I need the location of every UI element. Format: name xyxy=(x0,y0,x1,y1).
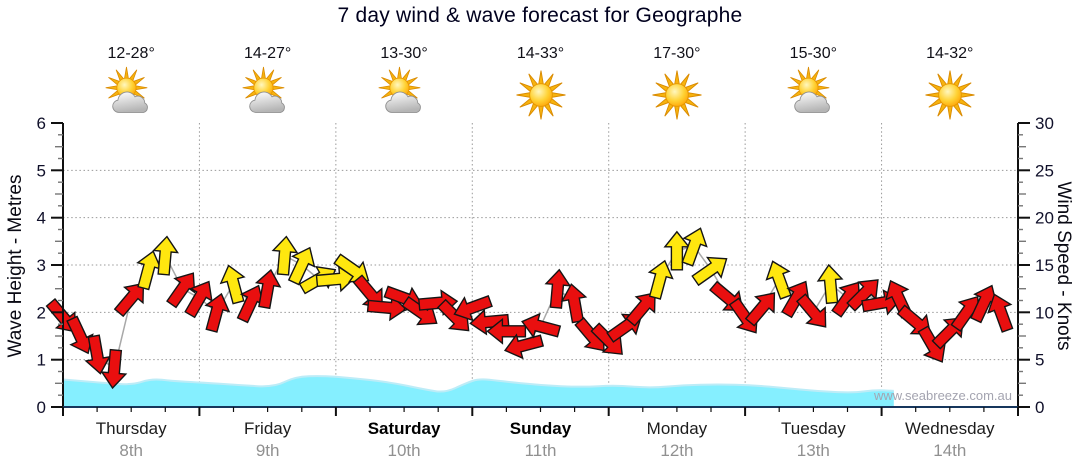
weather-icon-box-tuesday xyxy=(784,66,842,124)
weather-icon-box-wednesday xyxy=(921,66,979,124)
left-tick-label: 1 xyxy=(37,351,46,370)
temp-range-thursday: 12-28° xyxy=(107,45,155,62)
temp-range-wednesday: 14-32° xyxy=(926,45,974,62)
day-date-sunday: 11th xyxy=(524,441,557,460)
wind-arrow xyxy=(315,265,356,293)
left-tick-label: 5 xyxy=(37,161,46,180)
day-date-saturday: 10th xyxy=(387,441,421,460)
weather-icon-box-thursday xyxy=(102,66,160,124)
wind-arrow xyxy=(765,260,792,300)
temp-range-monday: 17-30° xyxy=(653,45,701,62)
wind-arrow xyxy=(987,293,1014,333)
wind-arrow xyxy=(691,256,728,287)
right-axis-ticks: 0 5 10 15 20 25 30 xyxy=(1018,114,1054,417)
wind-arrow xyxy=(254,268,282,310)
wind-arrow xyxy=(781,280,810,319)
wind-arrow xyxy=(136,250,163,291)
right-tick-label: 25 xyxy=(1035,161,1054,180)
day-label-tuesday: Tuesday xyxy=(781,419,846,438)
weather-icon-sun xyxy=(652,70,702,120)
wind-arrow xyxy=(271,235,299,276)
left-tick-label: 2 xyxy=(37,303,46,322)
right-tick-label: 5 xyxy=(1035,351,1044,370)
weather-icon-box-friday xyxy=(239,66,297,124)
wind-arrow xyxy=(560,283,588,324)
wind-arrow xyxy=(100,348,128,390)
wind-arrow xyxy=(663,230,691,271)
weather-icon-sun xyxy=(925,70,975,120)
weather-icon-sun-cloud xyxy=(787,66,831,113)
day-date-monday: 12th xyxy=(660,441,694,460)
wind-arrow xyxy=(166,272,196,309)
wave-height-line xyxy=(62,375,894,394)
wind-arrow xyxy=(152,235,179,276)
weather-icon-box-monday xyxy=(648,66,706,124)
wind-arrow xyxy=(625,292,656,327)
wind-arrow xyxy=(469,308,510,336)
weather-icon-sun-cloud xyxy=(378,66,421,113)
day-label-wednesday: Wednesday xyxy=(905,419,995,438)
grid xyxy=(63,123,1018,407)
left-tick-label: 0 xyxy=(37,398,46,417)
wind-arrow xyxy=(219,264,246,305)
right-tick-label: 20 xyxy=(1035,209,1054,228)
weather-icon-sun-cloud xyxy=(105,66,149,113)
wind-arrow xyxy=(184,280,213,319)
wind-arrow xyxy=(486,317,527,345)
wind-arrow xyxy=(544,268,572,309)
wave-height-area xyxy=(63,376,894,407)
wind-arrow xyxy=(681,227,708,267)
day-date-wednesday: 14th xyxy=(933,441,967,460)
wind-arrow xyxy=(744,292,776,327)
temp-range-sunday: 14-33° xyxy=(516,45,565,62)
wind-arrow xyxy=(204,292,231,333)
temp-range-tuesday: 15-30° xyxy=(789,45,837,62)
day-label-thursday: Thursday xyxy=(95,419,167,438)
wind-arrow xyxy=(816,263,844,305)
watermark: www.seabreeze.com.au xyxy=(873,388,1012,403)
wind-arrows xyxy=(45,227,1014,390)
weather-icon-box-saturday xyxy=(375,66,433,124)
temp-range-saturday: 13-30° xyxy=(380,45,428,62)
left-tick-label: 4 xyxy=(37,209,46,228)
left-tick-label: 3 xyxy=(37,256,46,275)
wind-arrow xyxy=(287,246,316,286)
right-tick-label: 30 xyxy=(1035,114,1054,133)
day-label-saturday: Saturday xyxy=(367,419,441,438)
wind-arrow xyxy=(647,259,674,300)
day-label-friday: Friday xyxy=(244,419,292,438)
right-tick-label: 15 xyxy=(1035,256,1054,275)
left-axis-ticks: 0 1 2 3 4 5 6 xyxy=(37,114,63,417)
weather-icon-sun-cloud xyxy=(242,66,285,113)
day-label-sunday: Sunday xyxy=(509,419,572,438)
wind-arrow xyxy=(113,282,145,318)
weather-icon-sun xyxy=(515,70,566,120)
right-tick-label: 10 xyxy=(1035,303,1054,322)
wind-arrow xyxy=(846,279,879,312)
wind-arrow xyxy=(453,295,493,322)
bottom-axis-ticks xyxy=(62,407,1019,416)
right-tick-label: 0 xyxy=(1035,398,1044,417)
day-date-friday: 9th xyxy=(255,441,280,460)
day-date-tuesday: 13th xyxy=(796,441,830,460)
day-label-monday: Monday xyxy=(646,419,708,438)
wind-arrow xyxy=(521,312,562,339)
wind-arrow xyxy=(84,334,111,375)
wind-arrow xyxy=(503,333,545,360)
left-tick-label: 6 xyxy=(37,114,46,133)
wind-arrow xyxy=(366,294,408,322)
chart-title: 7 day wind & wave forecast for Geographe xyxy=(337,4,743,27)
weather-icon-box-sunday xyxy=(512,66,570,124)
day-date-thursday: 8th xyxy=(119,441,144,460)
temp-range-friday: 14-27° xyxy=(243,45,292,62)
wind-arrow xyxy=(795,293,827,328)
